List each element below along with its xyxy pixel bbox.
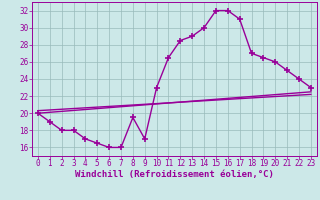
X-axis label: Windchill (Refroidissement éolien,°C): Windchill (Refroidissement éolien,°C) (75, 170, 274, 179)
